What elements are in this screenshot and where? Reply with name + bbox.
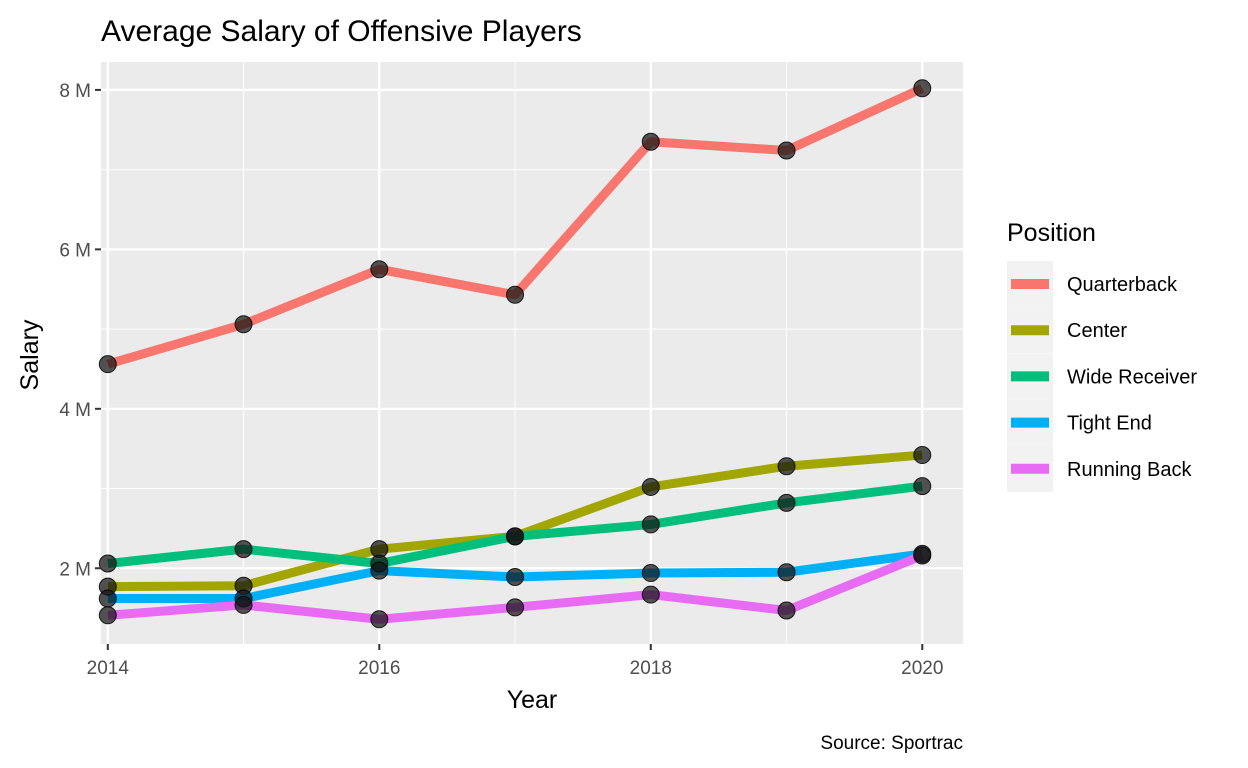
data-point — [913, 446, 932, 465]
y-tick-label: 8 M — [59, 81, 91, 102]
data-point — [641, 477, 660, 496]
plot-panel — [101, 62, 963, 644]
x-tick-label: 2014 — [87, 658, 130, 679]
y-axis-title: Salary — [16, 319, 44, 390]
data-point — [98, 606, 117, 625]
legend: Position Quarterback Center Wide Receiver T… — [1007, 219, 1197, 492]
data-point — [777, 141, 796, 160]
y-tick-label: 2 M — [59, 559, 91, 580]
data-point — [641, 515, 660, 534]
data-point — [506, 527, 525, 546]
data-point — [777, 563, 796, 582]
data-points — [98, 79, 932, 629]
data-point — [913, 79, 932, 98]
data-point — [370, 610, 389, 629]
data-point — [98, 355, 117, 374]
data-point — [506, 598, 525, 617]
data-point — [777, 457, 796, 476]
legend-label: Tight End — [1067, 413, 1152, 435]
data-point — [641, 132, 660, 151]
data-point — [506, 568, 525, 587]
source-caption: Source: Sportrac — [820, 733, 963, 754]
data-point — [98, 589, 117, 608]
data-point — [234, 315, 253, 334]
data-point — [506, 285, 525, 304]
legend-label: Center — [1067, 320, 1127, 342]
data-point — [777, 601, 796, 620]
data-point — [98, 554, 117, 573]
x-tick-label: 2016 — [358, 658, 400, 679]
data-point — [370, 561, 389, 580]
legend-label: Wide Receiver — [1067, 366, 1197, 388]
x-axis-title: Year — [507, 686, 558, 714]
legend-label: Quarterback — [1067, 274, 1178, 296]
data-point — [777, 493, 796, 512]
data-point — [234, 540, 253, 559]
legend-title: Position — [1007, 219, 1096, 247]
legend-label: Running Back — [1067, 459, 1193, 481]
x-tick-label: 2020 — [901, 658, 943, 679]
data-point — [234, 595, 253, 614]
axis-ticks: 2 M 4 M 6 M 8 M 2014 2016 2018 2020 — [59, 81, 943, 679]
data-point — [913, 477, 932, 496]
data-point — [641, 585, 660, 604]
data-point — [370, 260, 389, 279]
y-tick-label: 4 M — [59, 400, 91, 421]
chart-title: Average Salary of Offensive Players — [101, 15, 582, 48]
x-tick-label: 2018 — [630, 658, 672, 679]
data-point — [641, 564, 660, 583]
y-tick-label: 6 M — [59, 240, 91, 261]
data-point — [913, 546, 932, 565]
